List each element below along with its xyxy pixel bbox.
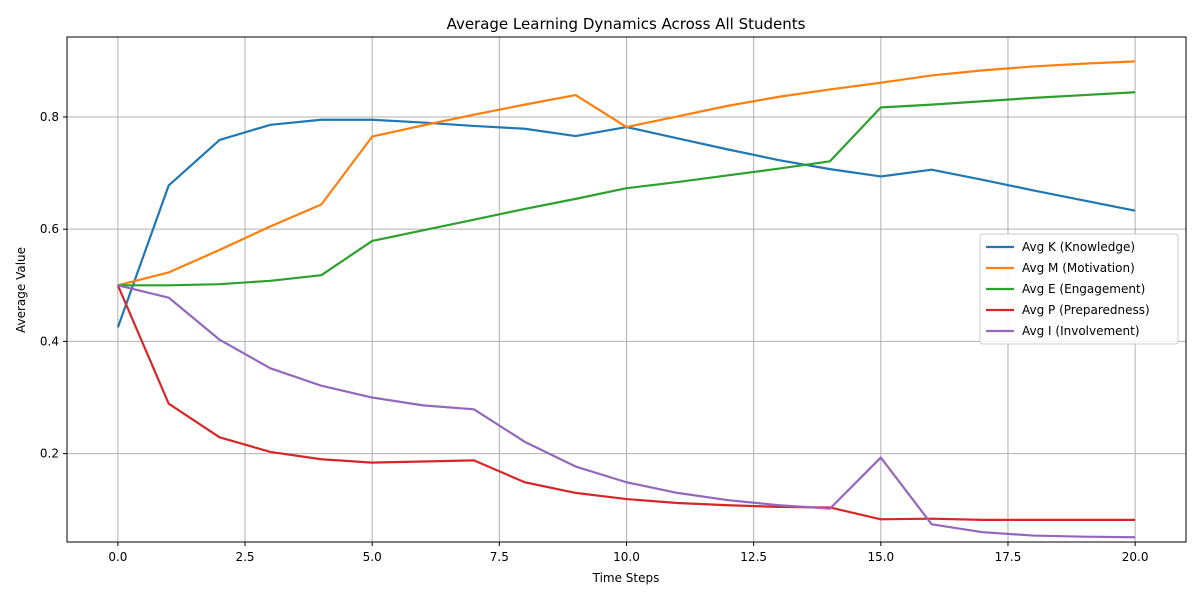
- x-tick-label: 5.0: [363, 550, 382, 564]
- x-tick-label: 20.0: [1122, 550, 1149, 564]
- series-line: [117, 284, 1136, 539]
- x-tick-label: 2.5: [235, 550, 254, 564]
- chart-title: Average Learning Dynamics Across All Stu…: [447, 15, 806, 33]
- y-axis-label: Average Value: [14, 247, 28, 333]
- x-tick-label: 12.5: [740, 550, 767, 564]
- legend-entry: Avg M (Motivation): [1022, 261, 1135, 275]
- series-line: [117, 91, 1136, 287]
- y-tick-label: 0.2: [40, 447, 59, 461]
- series-line: [116, 284, 1136, 521]
- legend-entry: Avg E (Engagement): [1022, 282, 1145, 296]
- legend: Avg K (Knowledge) Avg M (Motivation) Avg E…: [979, 233, 1179, 345]
- x-tick-label: 7.5: [490, 550, 509, 564]
- legend-box: [979, 233, 1179, 345]
- series-lines: [116, 60, 1136, 539]
- legend-entry: Avg I (Involvement): [1022, 324, 1140, 338]
- axis-ticks: 0.0 2.5 5.0 7.5 10.0 12.5 15.0 17.5 20.0 0.2 0.4 0.…: [40, 110, 1149, 564]
- legend-entry: Avg P (Preparedness): [1022, 303, 1150, 317]
- x-tick-label: 17.5: [995, 550, 1022, 564]
- y-tick-label: 0.6: [40, 222, 59, 236]
- series-line: [117, 60, 1136, 287]
- y-tick-label: 0.8: [40, 110, 59, 124]
- grid: [67, 37, 1186, 542]
- x-tick-label: 10.0: [613, 550, 640, 564]
- x-tick-label: 0.0: [108, 550, 127, 564]
- x-axis-label: Time Steps: [592, 571, 660, 585]
- legend-entry: Avg K (Knowledge): [1022, 240, 1135, 254]
- x-tick-label: 15.0: [867, 550, 894, 564]
- y-tick-label: 0.4: [40, 334, 59, 348]
